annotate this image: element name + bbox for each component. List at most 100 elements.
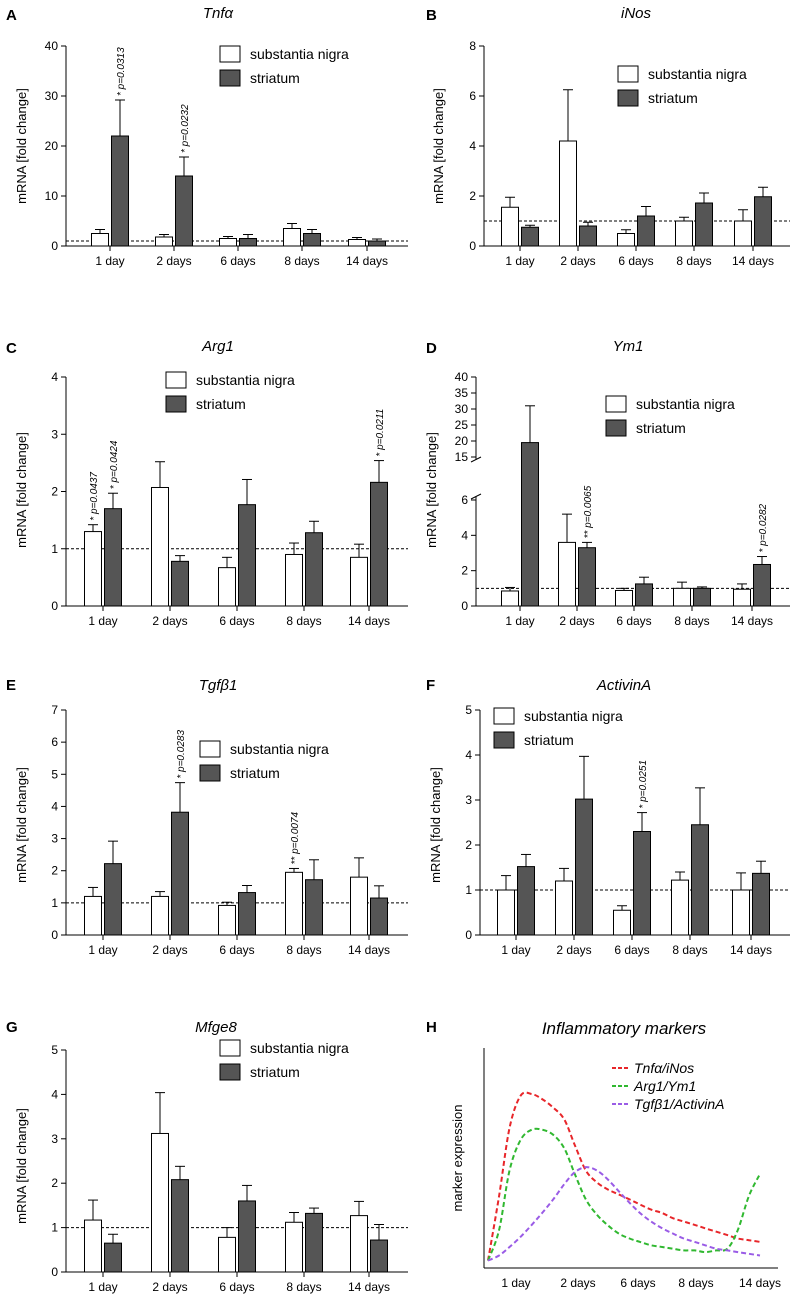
- x-tick-label-h: 1 day: [501, 1276, 530, 1290]
- significance-annotation-d: * p=0.0282: [758, 503, 769, 552]
- legend-label-substantia-nigra-b: substantia nigra: [648, 66, 747, 82]
- x-tick-label-g: 14 days: [348, 1280, 390, 1294]
- bar-striatum-b: [521, 226, 539, 247]
- bars-f: [497, 755, 770, 936]
- legend-swatch-substantia-nigra-c: [165, 371, 187, 389]
- x-tick-label-e: 1 day: [88, 943, 117, 957]
- bar-striatum-a: [175, 175, 193, 247]
- x-tick-label-e: 14 days: [348, 943, 390, 957]
- significance-annotation-a: * p=0.0232: [180, 104, 191, 153]
- bar-striatum-g: [171, 1179, 189, 1273]
- x-tick-label-a: 1 day: [95, 254, 124, 268]
- y-tick-label-a: 20: [45, 139, 59, 153]
- legend-e: substantia nigra striatum: [199, 740, 329, 782]
- bar-substantia-nigra-d: [615, 589, 633, 607]
- legend-label-h: Tgfβ1/ActivinA: [634, 1096, 724, 1112]
- bar-striatum-b: [637, 215, 655, 247]
- y-axis-e: 0 1 2 3 4 5 6 7: [51, 703, 67, 942]
- bar-striatum-d: [578, 547, 596, 607]
- x-tick-label-d: 14 days: [731, 614, 773, 628]
- bar-striatum-d: [693, 587, 711, 607]
- x-tick-label-d: 2 days: [559, 614, 594, 628]
- x-tick-label-e: 2 days: [152, 943, 187, 957]
- bar-striatum-e: [238, 892, 256, 936]
- x-tick-label-g: 1 day: [88, 1280, 117, 1294]
- annotations-c: * p=0.0437 * p=0.0424 * p=0.0211: [89, 409, 386, 521]
- chart-title-h: Inflammatory markers: [542, 1019, 707, 1038]
- panel-h-inflammatory-markers: H Inflammatory markers marker expression…: [426, 1019, 781, 1290]
- x-tick-label-d: 1 day: [505, 614, 534, 628]
- y-tick-label-b: 4: [469, 139, 476, 153]
- legend-d: substantia nigra striatum: [605, 395, 735, 437]
- legend-label-striatum-f: striatum: [524, 732, 574, 748]
- y-tick-label-g: 2: [51, 1176, 58, 1190]
- bar-striatum-a: [303, 233, 321, 247]
- legend-label-h: Tnfα/iNos: [634, 1060, 694, 1076]
- y-tick-label-c: 3: [51, 427, 58, 441]
- y-axis-b: 0 2 4 6 8: [469, 39, 485, 253]
- y-axis-label-a: mRNA [fold change]: [14, 88, 29, 204]
- bar-substantia-nigra-g: [84, 1219, 102, 1273]
- x-tick-label-g: 8 days: [286, 1280, 321, 1294]
- x-tick-label-d: 6 days: [616, 614, 651, 628]
- y-tick-label-e: 3: [51, 832, 58, 846]
- bar-substantia-nigra-b: [617, 233, 635, 247]
- y-tick-label-g: 3: [51, 1132, 58, 1146]
- bar-striatum-b: [754, 196, 772, 247]
- y-tick-label-e: 2: [51, 864, 58, 878]
- bar-substantia-nigra-f: [732, 889, 750, 936]
- bars-c: [84, 460, 388, 607]
- x-tick-label-c: 8 days: [286, 614, 321, 628]
- bar-substantia-nigra-a: [155, 236, 173, 247]
- bar-striatum-b: [695, 202, 713, 247]
- legend-label-substantia-nigra-f: substantia nigra: [524, 708, 623, 724]
- panel-letter-c: C: [6, 340, 17, 357]
- x-tick-label-e: 6 days: [219, 943, 254, 957]
- x-tick-label-h: 6 days: [620, 1276, 655, 1290]
- x-axis-a: 1 day 2 days 6 days 8 days 14 days: [66, 245, 408, 268]
- y-tick-label-g: 5: [51, 1043, 58, 1057]
- legend-label-substantia-nigra-g: substantia nigra: [250, 1040, 349, 1056]
- legend-swatch-substantia-nigra-b: [617, 65, 639, 83]
- x-tick-label-h: 8 days: [678, 1276, 713, 1290]
- chart-title-f: ActivinA: [596, 677, 651, 694]
- significance-annotation-e: ** p=0.0074: [290, 811, 301, 864]
- x-tick-label-c: 14 days: [348, 614, 390, 628]
- panel-letter-a: A: [6, 7, 17, 24]
- bar-substantia-nigra-e: [285, 871, 303, 936]
- bar-substantia-nigra-d: [673, 587, 691, 607]
- bar-striatum-b: [579, 225, 597, 247]
- panel-letter-h: H: [426, 1019, 437, 1036]
- legend-c: substantia nigra striatum: [165, 371, 295, 413]
- bar-striatum-g: [104, 1242, 122, 1273]
- annotations-f: * p=0.0251: [638, 760, 649, 809]
- bar-striatum-g: [305, 1212, 323, 1273]
- x-tick-label-d: 8 days: [674, 614, 709, 628]
- bar-substantia-nigra-c: [151, 486, 169, 607]
- legend-swatch-substantia-nigra-d: [605, 395, 627, 413]
- legend-label-substantia-nigra-c: substantia nigra: [196, 372, 295, 388]
- bar-substantia-nigra-a: [283, 228, 301, 247]
- legend-swatch-substantia-nigra-g: [219, 1039, 241, 1057]
- bar-substantia-nigra-b: [675, 220, 693, 247]
- chart-title-e: Tgfβ1: [199, 677, 238, 694]
- y-tick-label-e: 4: [51, 799, 58, 813]
- y-tick-label-f: 5: [465, 703, 472, 717]
- x-axis-h: 1 day 2 days 6 days 8 days 14 days: [501, 1276, 781, 1290]
- x-tick-label-f: 8 days: [672, 943, 707, 957]
- y-tick-label-b: 0: [469, 239, 476, 253]
- y-tick-label-c: 0: [51, 599, 58, 613]
- legend-label-striatum-b: striatum: [648, 90, 698, 106]
- x-tick-label-f: 6 days: [614, 943, 649, 957]
- legend-label-substantia-nigra-a: substantia nigra: [250, 46, 349, 62]
- chart-title-a: Tnfα: [203, 5, 234, 22]
- y-tick-label-a: 0: [51, 239, 58, 253]
- y-tick-label-d: 2: [461, 564, 468, 578]
- y-tick-label-d: 30: [455, 402, 469, 416]
- panel-b-inos: B iNos mRNA [fold change] 0 2 4 6 8 1 day 2 d…: [426, 5, 790, 268]
- y-tick-label-d: 4: [461, 528, 468, 542]
- bar-striatum-a: [111, 135, 129, 247]
- y-tick-label-f: 2: [465, 838, 472, 852]
- annotations-a: * p=0.0313 * p=0.0232: [116, 47, 191, 153]
- y-tick-label-e: 0: [51, 928, 58, 942]
